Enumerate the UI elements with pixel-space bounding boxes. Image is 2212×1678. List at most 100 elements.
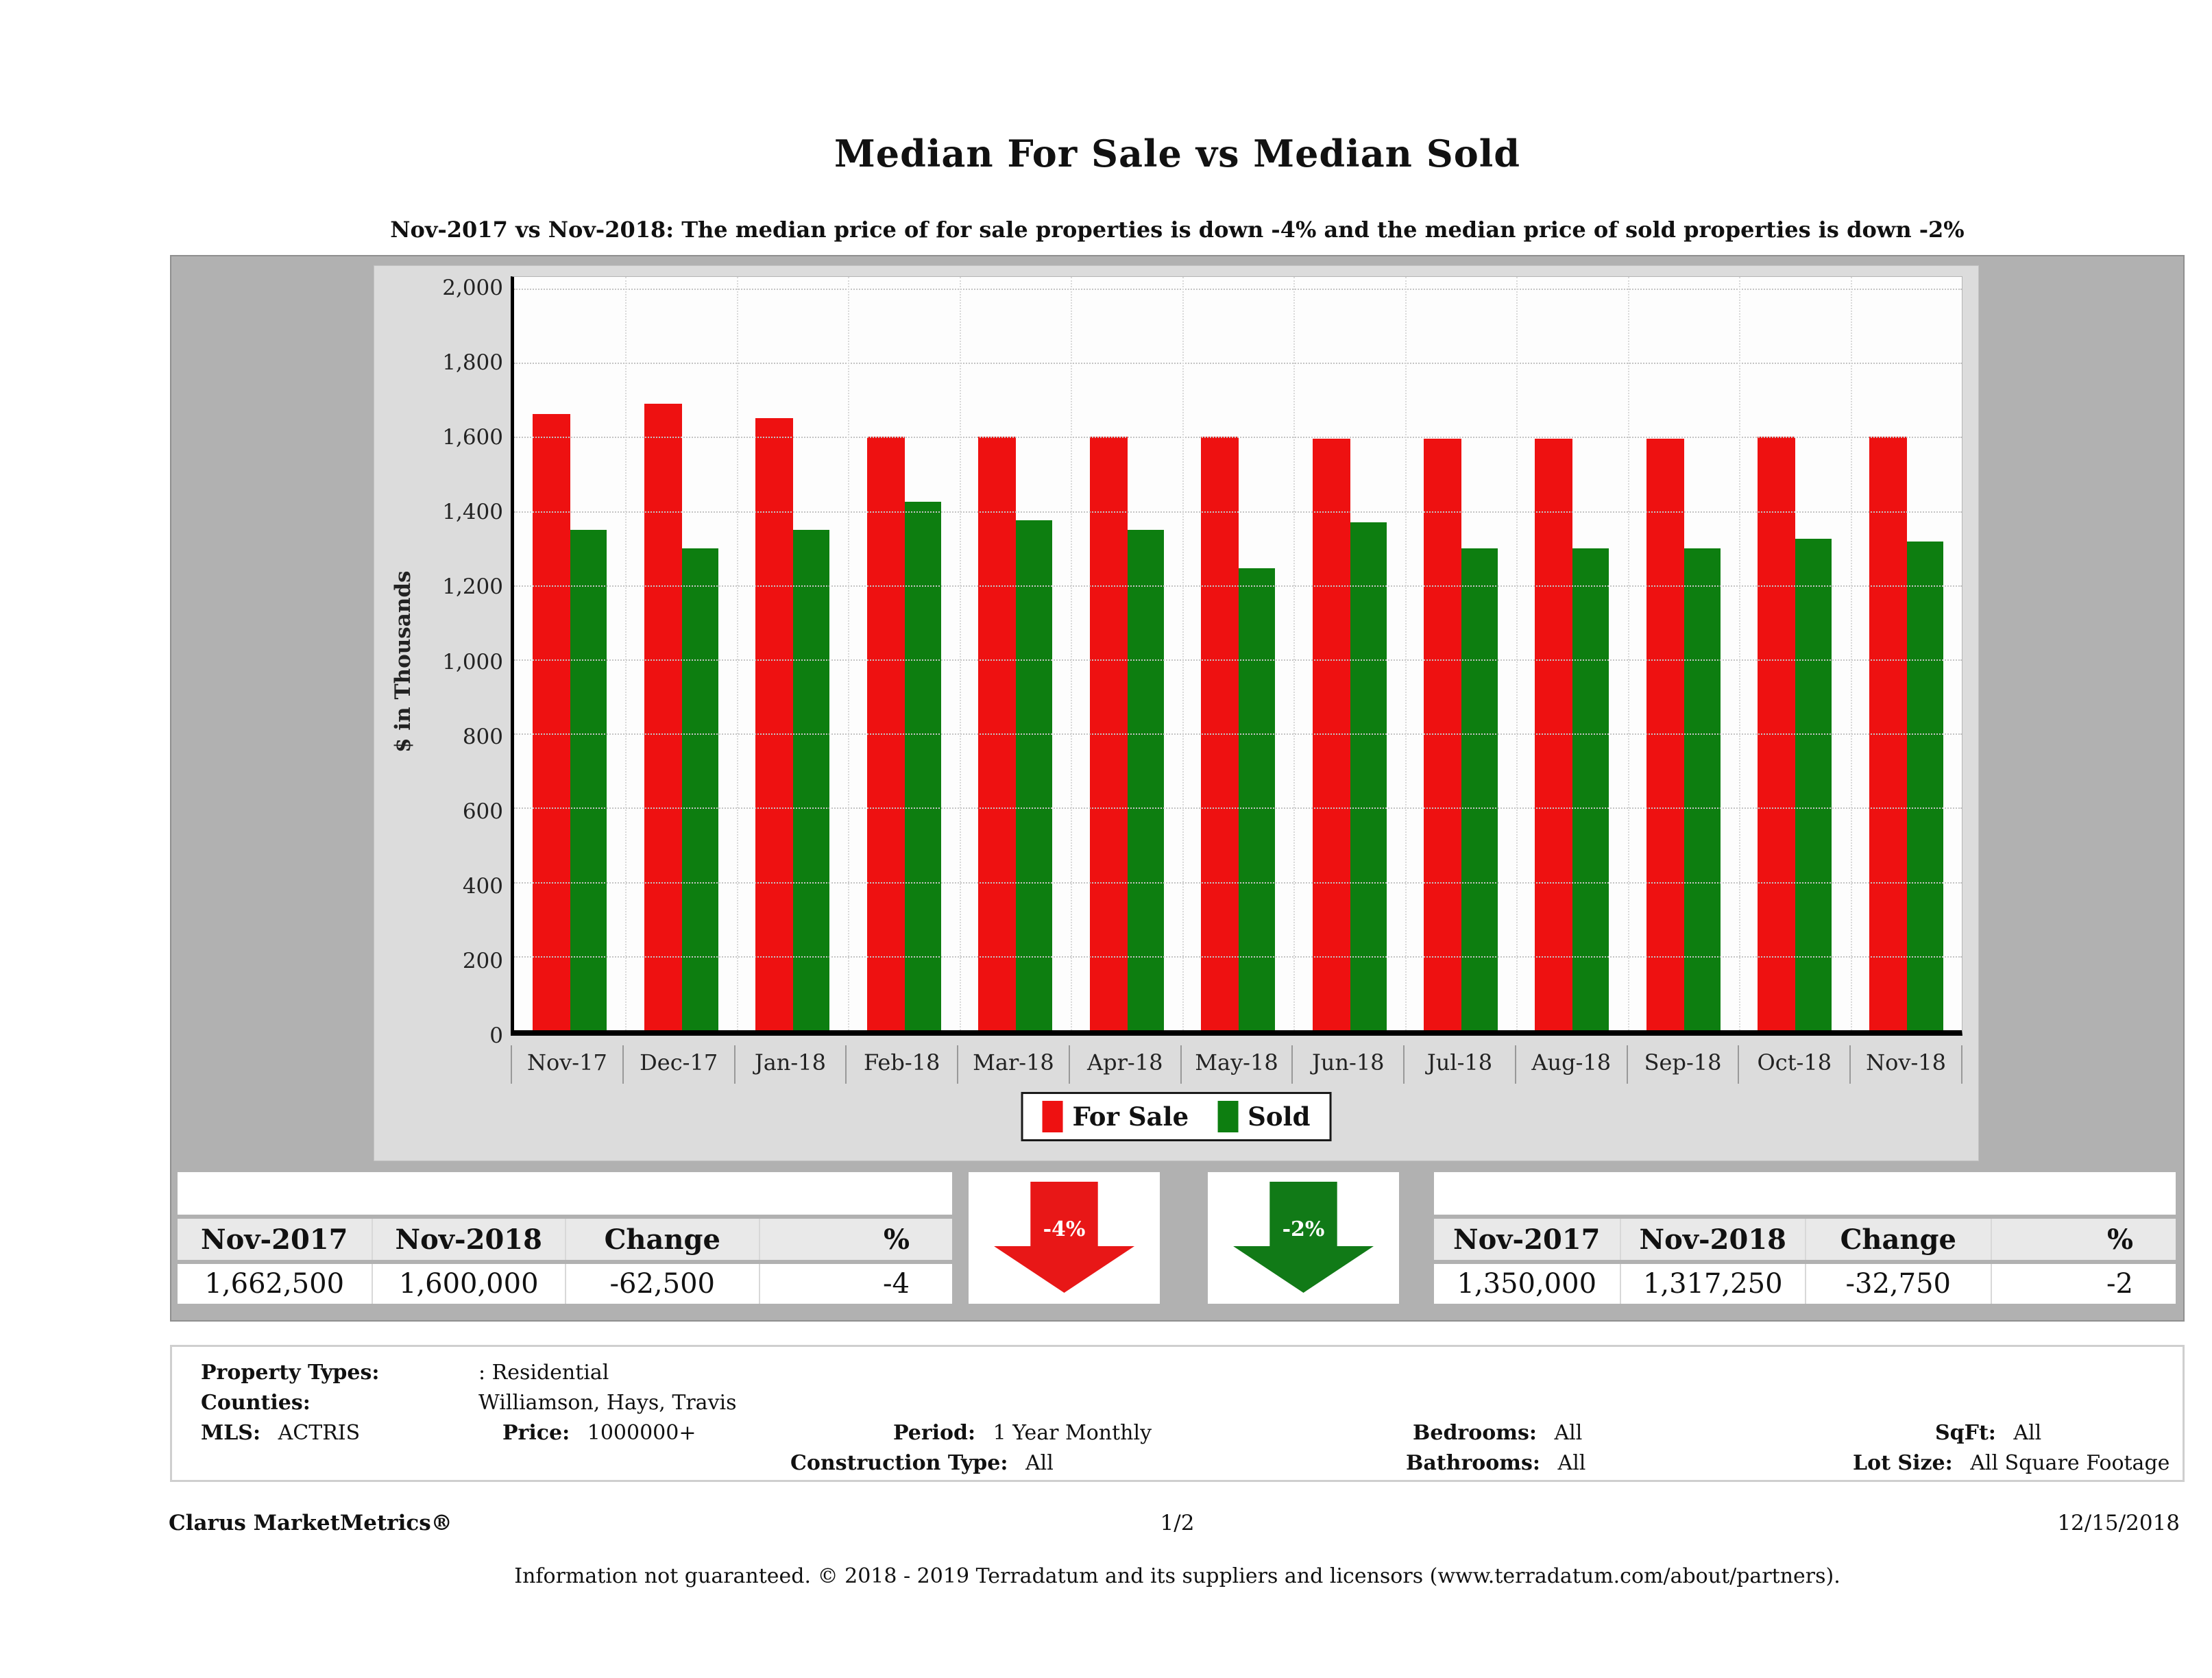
v-gridline xyxy=(1516,277,1518,1030)
plot-area xyxy=(511,276,1962,1036)
change-arrow-card-for-sale: -4% xyxy=(969,1172,1160,1304)
chart-legend: For Sale Sold xyxy=(1021,1092,1332,1141)
table-data-cell: -62,500 xyxy=(565,1264,759,1304)
filter-period-value: 1 Year Monthly xyxy=(993,1421,1152,1445)
sold-change-percent: -2% xyxy=(1282,1217,1325,1241)
bar-group-dec-17 xyxy=(625,289,736,1030)
bar-for-sale-dec-17 xyxy=(644,403,682,1030)
v-gridline xyxy=(959,277,961,1030)
filter-period: Period: 1 Year Monthly xyxy=(893,1421,1152,1445)
v-gridline xyxy=(1182,277,1184,1030)
filter-price: Price: 1000000+ xyxy=(502,1421,696,1445)
v-gridline xyxy=(1627,277,1629,1030)
sold-summary-table: Nov-2017 Nov-2018 Change% 1,350,000 1,317,25… xyxy=(1434,1172,2176,1308)
y-tick-label: 400 xyxy=(462,873,503,899)
x-tick-label-nov-18: Nov-18 xyxy=(1849,1045,1961,1084)
y-tick-label: 800 xyxy=(462,724,503,749)
bar-sold-nov-17 xyxy=(570,529,607,1030)
bar-group-oct-18 xyxy=(1739,289,1850,1030)
y-tick-label: 1,000 xyxy=(442,649,503,674)
filter-price-label: Price: xyxy=(502,1421,570,1445)
table-header-cell: % xyxy=(1990,1219,2176,1260)
table-data-cell: 1,317,250 xyxy=(1619,1264,1805,1304)
h-gridline xyxy=(514,511,1962,513)
table-data-cell: -32,750 xyxy=(1805,1264,1991,1304)
h-gridline xyxy=(514,881,1962,884)
x-tick-label-sep-18: Sep-18 xyxy=(1626,1045,1738,1084)
bar-sold-may-18 xyxy=(1239,568,1276,1030)
v-gridline xyxy=(848,277,850,1030)
x-tick-label-jul-18: Jul-18 xyxy=(1403,1045,1515,1084)
filter-lot-size-value: All Square Footage xyxy=(1970,1451,2170,1475)
table-header-row: Nov-2017 Nov-2018 Change% xyxy=(178,1219,952,1260)
change-arrow-card-sold: -2% xyxy=(1208,1172,1399,1304)
y-tick-label: 600 xyxy=(462,799,503,824)
bar-sold-jul-18 xyxy=(1461,548,1498,1030)
bar-sold-sep-18 xyxy=(1684,548,1721,1030)
filter-mls-value: ACTRIS xyxy=(278,1421,361,1445)
bar-sold-mar-18 xyxy=(1016,520,1053,1030)
v-gridline xyxy=(1071,277,1073,1030)
y-tick-label: 1,800 xyxy=(442,350,503,376)
x-tick-label-jan-18: Jan-18 xyxy=(733,1045,846,1084)
bar-sold-apr-18 xyxy=(1127,529,1164,1030)
y-axis-title: $ in Thousands xyxy=(391,570,415,753)
table-header-cell: Nov-2017 xyxy=(1434,1219,1620,1260)
bar-for-sale-nov-17 xyxy=(533,413,571,1030)
x-tick-label-oct-18: Oct-18 xyxy=(1738,1045,1849,1084)
table-data-cell: 1,350,000 xyxy=(1434,1264,1620,1304)
chart-area: $ in Thousands 0 200 400 600 800 1,000 1,200 1,… xyxy=(374,265,1979,1161)
bar-sold-aug-18 xyxy=(1572,548,1609,1030)
filter-bedrooms-label: Bedrooms: xyxy=(1413,1421,1537,1445)
v-gridline xyxy=(625,277,627,1030)
v-gridline xyxy=(1850,277,1852,1030)
filter-counties: Counties: Williamson, Hays, Travis xyxy=(201,1391,737,1415)
h-gridline xyxy=(514,733,1962,735)
filter-sqft-value: All xyxy=(2013,1421,2042,1445)
down-arrow-for-sale-icon: -4% xyxy=(994,1182,1134,1293)
v-gridline xyxy=(1293,277,1296,1030)
v-gridline xyxy=(1405,277,1407,1030)
filter-counties-label: Counties: xyxy=(201,1391,311,1415)
bar-sold-feb-18 xyxy=(904,502,941,1030)
h-gridline xyxy=(514,363,1962,365)
table-data-row: 1,662,500 1,600,000 -62,500 -4 xyxy=(178,1264,952,1304)
legend-item-sold: Sold xyxy=(1217,1101,1310,1132)
filter-property-types: Property Types: : Residential xyxy=(201,1361,609,1385)
table-header-cell: Nov-2018 xyxy=(1619,1219,1805,1260)
filter-mls-label: MLS: xyxy=(201,1421,261,1445)
plot-scale-area xyxy=(514,289,1962,1030)
legend-swatch-sold-icon xyxy=(1217,1101,1239,1132)
y-tick-label: 1,400 xyxy=(442,500,503,525)
x-tick-label-mar-18: Mar-18 xyxy=(957,1045,1069,1084)
filter-construction-type: Construction Type: All xyxy=(790,1451,1054,1475)
table-header-cell: Nov-2017 xyxy=(178,1219,372,1260)
filter-sqft: SqFt: All xyxy=(1935,1421,2041,1445)
filter-bathrooms-value: All xyxy=(1557,1451,1586,1475)
x-tick-label-feb-18: Feb-18 xyxy=(845,1045,957,1084)
bar-for-sale-jan-18 xyxy=(755,418,794,1030)
h-gridline xyxy=(514,289,1962,290)
h-gridline xyxy=(514,585,1962,587)
table-spacer-row xyxy=(178,1172,952,1215)
table-header-cell: Change xyxy=(565,1219,759,1260)
filter-bathrooms-label: Bathrooms: xyxy=(1406,1451,1540,1475)
footer-date: 12/15/2018 xyxy=(2057,1511,2180,1535)
legend-swatch-for-sale-icon xyxy=(1042,1101,1063,1132)
filters-box: Property Types: : Residential Counties: … xyxy=(170,1345,2185,1482)
filter-construction-type-value: All xyxy=(1025,1451,1054,1475)
filter-lot-size: Lot Size: All Square Footage xyxy=(1853,1451,2170,1475)
x-axis-labels: Nov-17 Dec-17 Jan-18 Feb-18 Mar-18 Apr-18 May-… xyxy=(511,1045,1962,1084)
table-header-cell: % xyxy=(758,1219,952,1260)
y-tick-label: 0 xyxy=(489,1023,503,1048)
down-arrow-sold-icon: -2% xyxy=(1233,1182,1374,1293)
table-data-cell: -4 xyxy=(758,1264,952,1304)
filter-bathrooms: Bathrooms: All xyxy=(1406,1451,1585,1475)
y-tick-label: 1,600 xyxy=(442,425,503,450)
x-tick-label-aug-18: Aug-18 xyxy=(1514,1045,1627,1084)
x-tick-label-nov-17: Nov-17 xyxy=(511,1045,622,1084)
table-data-cell: 1,662,500 xyxy=(178,1264,372,1304)
legend-item-for-sale: For Sale xyxy=(1042,1101,1189,1132)
h-gridline xyxy=(514,956,1962,958)
v-gridline xyxy=(1739,277,1741,1030)
